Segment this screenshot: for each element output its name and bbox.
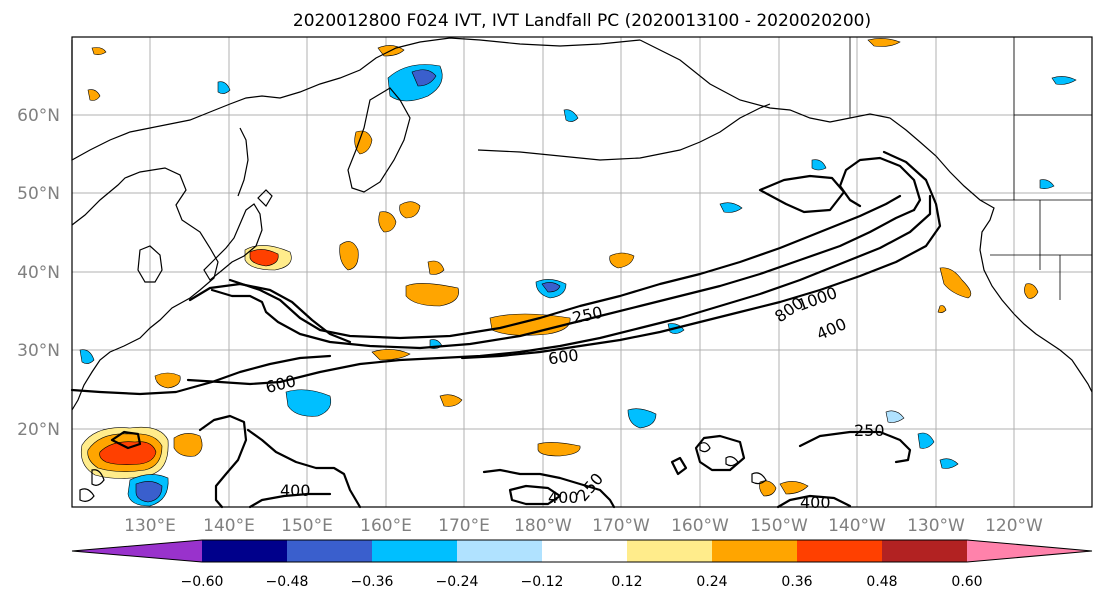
- colorbar-tick-5: −0.12: [521, 574, 564, 590]
- contour-label-400-se: 400: [800, 493, 831, 512]
- latitude-labels: 60°N 50°N 40°N 30°N 20°N: [17, 106, 60, 440]
- colorbar-extend-high: [967, 540, 1092, 562]
- colorbar-segment-1: [202, 540, 287, 562]
- lon-label-180w: 180°W: [514, 516, 572, 536]
- lat-label-40n: 40°N: [17, 263, 60, 283]
- map-title: 2020012800 F024 IVT, IVT Landfall PC (20…: [293, 11, 871, 31]
- lat-label-30n: 30°N: [17, 341, 60, 361]
- colorbar-segment-6: [627, 540, 712, 562]
- lat-label-20n: 20°N: [17, 420, 60, 440]
- colorbar-tick-8: 0.36: [781, 574, 812, 590]
- political-borders: [849, 37, 1092, 300]
- lon-label-150w: 150°W: [750, 516, 808, 536]
- lon-label-130w: 130°W: [907, 516, 965, 536]
- colorbar: −0.60 −0.48 −0.36 −0.24 −0.12 0.12 0.24 …: [71, 539, 1093, 590]
- lat-label-60n: 60°N: [17, 106, 60, 126]
- colorbar-tick-6: 0.12: [611, 574, 642, 590]
- colorbar-segment-2: [287, 540, 372, 562]
- ivt-contours: [70, 150, 942, 509]
- colorbar-segment-5: [542, 540, 627, 562]
- colorbar-tick-7: 0.24: [696, 574, 727, 590]
- colorbar-tick-3: −0.36: [351, 574, 394, 590]
- colorbar-extend-low: [72, 540, 202, 562]
- colorbar-segment-4: [457, 540, 542, 562]
- map-panel: 250 600 600 800 1000 400 250 400 400 250…: [70, 36, 1093, 512]
- map-frame: [71, 36, 1093, 508]
- colorbar-tick-4: −0.24: [436, 574, 479, 590]
- contour-label-600: 600: [547, 345, 580, 368]
- colorbar-outline: [71, 539, 1093, 563]
- lon-label-120w: 120°W: [985, 516, 1043, 536]
- lon-label-170e: 170°E: [438, 516, 490, 536]
- positive-anomaly-patches: [81, 38, 1039, 497]
- lat-label-50n: 50°N: [17, 184, 60, 204]
- colorbar-segment-7: [712, 540, 797, 562]
- contour-label-250-east: 250: [854, 421, 885, 440]
- colorbar-segment-9: [882, 540, 967, 562]
- lon-label-140e: 140°E: [203, 516, 255, 536]
- colorbar-segment-8: [797, 540, 882, 562]
- contour-label-400-s: 400: [548, 488, 579, 507]
- colorbar-tick-1: −0.60: [181, 574, 224, 590]
- contour-label-400-sw: 400: [280, 481, 311, 500]
- lon-label-170w: 170°W: [592, 516, 650, 536]
- colorbar-segment-3: [372, 540, 457, 562]
- graticule: [72, 37, 1092, 507]
- colorbar-tick-10: 0.60: [951, 574, 982, 590]
- lon-label-150e: 150°E: [281, 516, 333, 536]
- longitude-labels: 130°E 140°E 150°E 160°E 170°E 180°W 170°…: [124, 516, 1043, 536]
- lon-label-140w: 140°W: [828, 516, 886, 536]
- colorbar-tick-2: −0.48: [266, 574, 309, 590]
- lon-label-160w: 160°W: [671, 516, 729, 536]
- colorbar-tick-9: 0.48: [866, 574, 897, 590]
- lon-label-160e: 160°E: [360, 516, 412, 536]
- lon-label-130e: 130°E: [124, 516, 176, 536]
